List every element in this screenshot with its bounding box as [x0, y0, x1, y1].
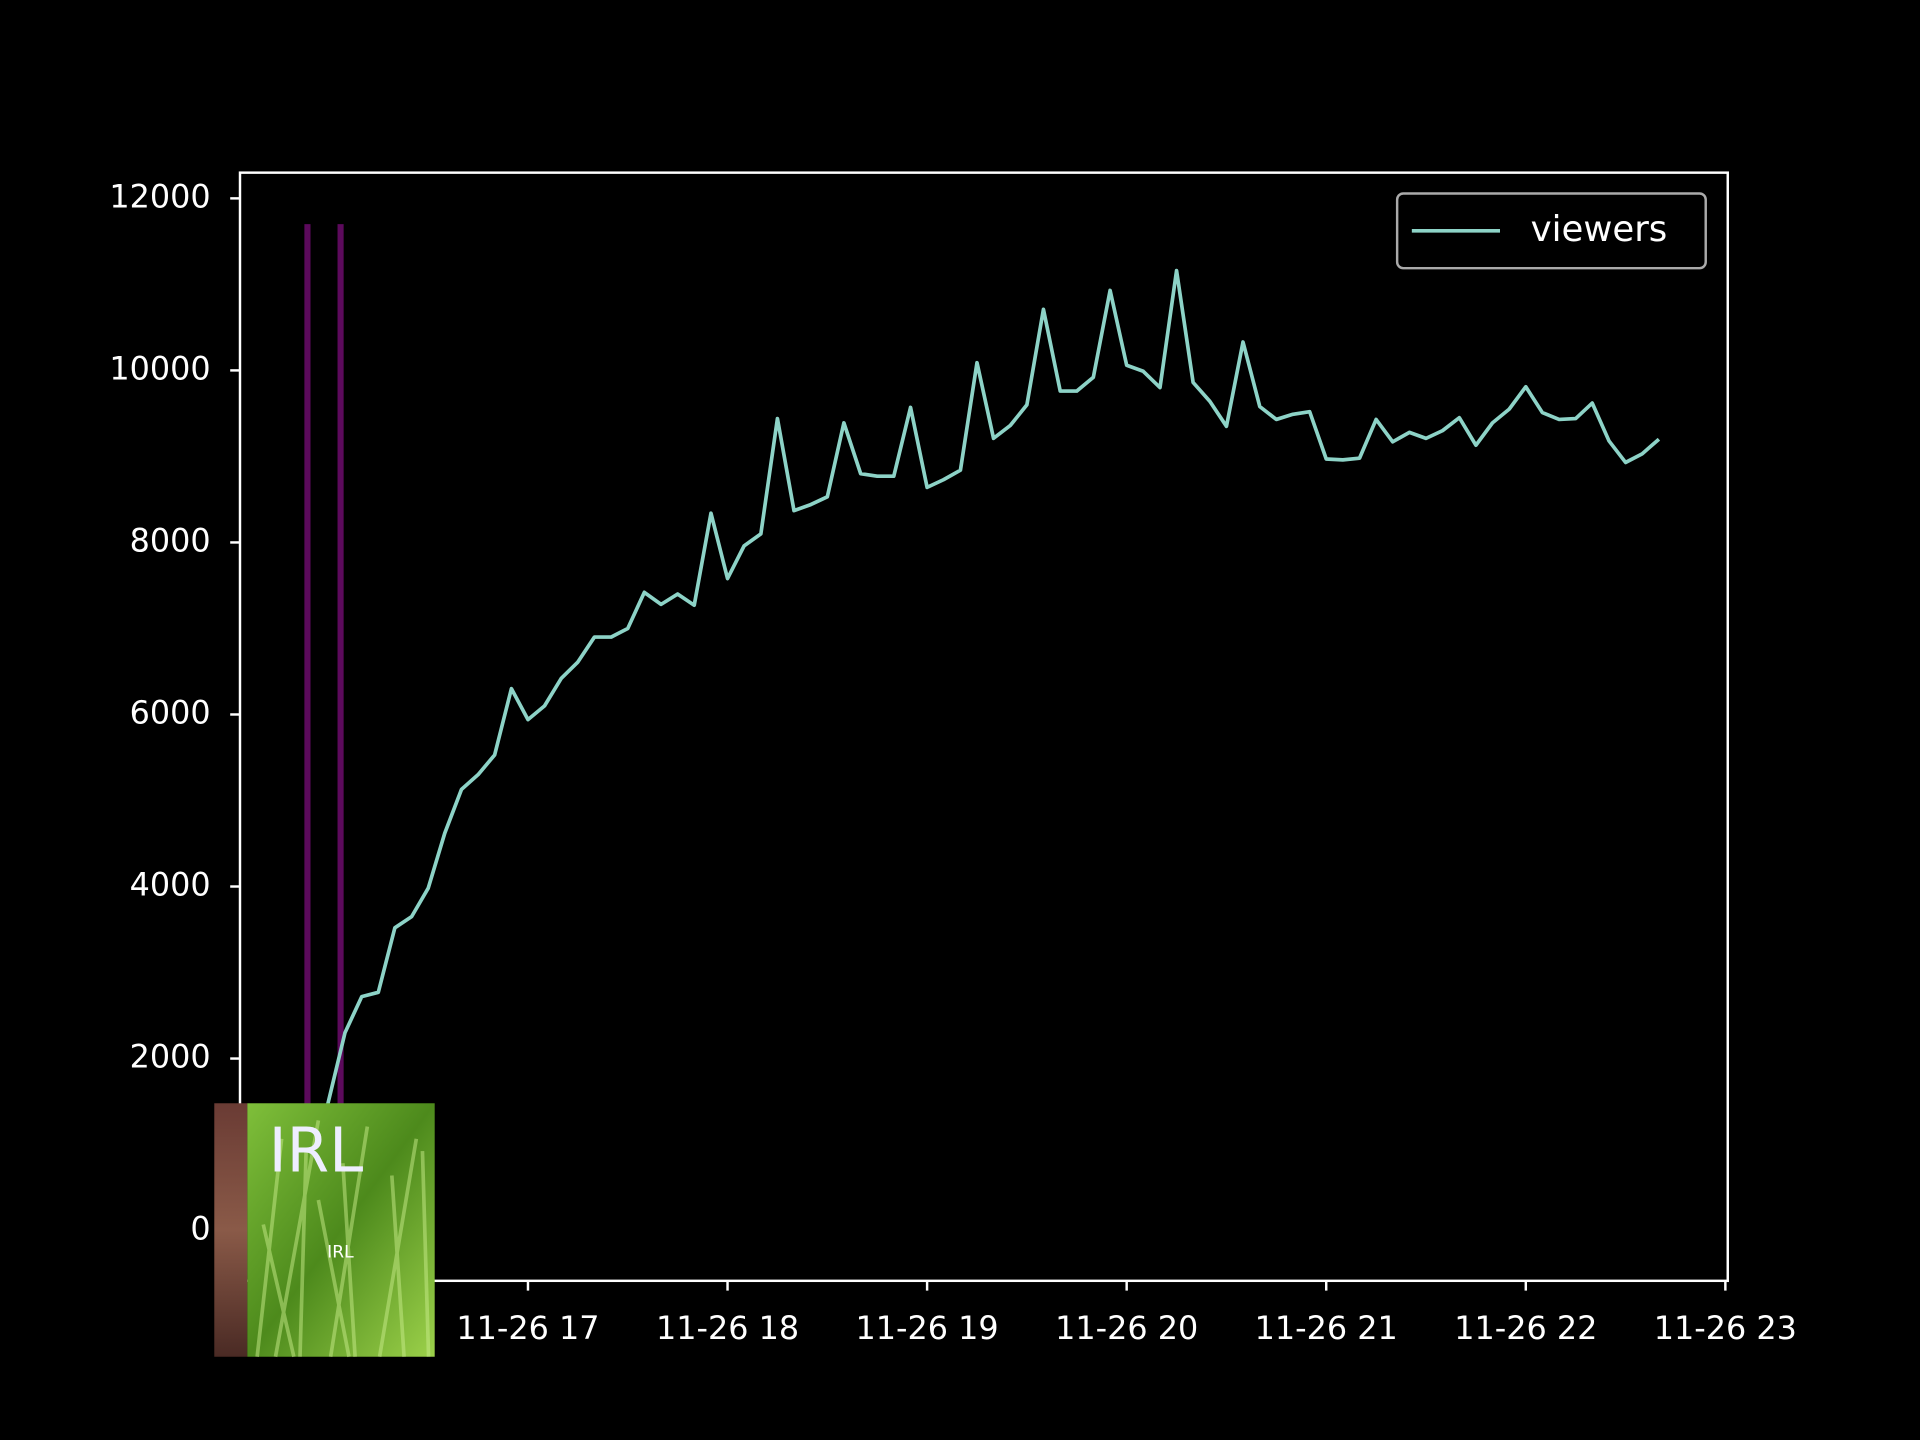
axes-frame — [238, 171, 1729, 1283]
x-tick-label: 11-26 17 — [456, 1309, 599, 1347]
legend-box — [1395, 192, 1707, 270]
x-tick-label: 11-26 19 — [856, 1309, 999, 1347]
y-tick-label: 6000 — [130, 693, 211, 731]
x-tick-label: 11-26 20 — [1055, 1309, 1198, 1347]
x-tick-label: 11-26 23 — [1654, 1309, 1797, 1347]
legend-label: viewers — [1531, 209, 1668, 250]
x-tick-label: 11-26 22 — [1454, 1309, 1597, 1347]
y-tick-label: 0 — [190, 1210, 210, 1248]
thumbnail: IRL IRL — [214, 1103, 435, 1358]
thumbnail-caption: IRL — [327, 1243, 354, 1263]
y-tick-label: 12000 — [109, 177, 210, 215]
x-tick-label: 11-26 21 — [1255, 1309, 1398, 1347]
y-tick-label: 4000 — [130, 866, 211, 904]
grass-texture — [255, 1120, 431, 1358]
y-tick-label: 2000 — [130, 1038, 211, 1076]
y-tick-label: 10000 — [109, 349, 210, 387]
thumbnail-left — [214, 1103, 248, 1357]
y-tick-label: 8000 — [130, 521, 211, 559]
x-tick-label: 11-26 18 — [656, 1309, 799, 1347]
thumbnail-title: IRL — [269, 1115, 364, 1186]
line-series — [310, 268, 1661, 1171]
